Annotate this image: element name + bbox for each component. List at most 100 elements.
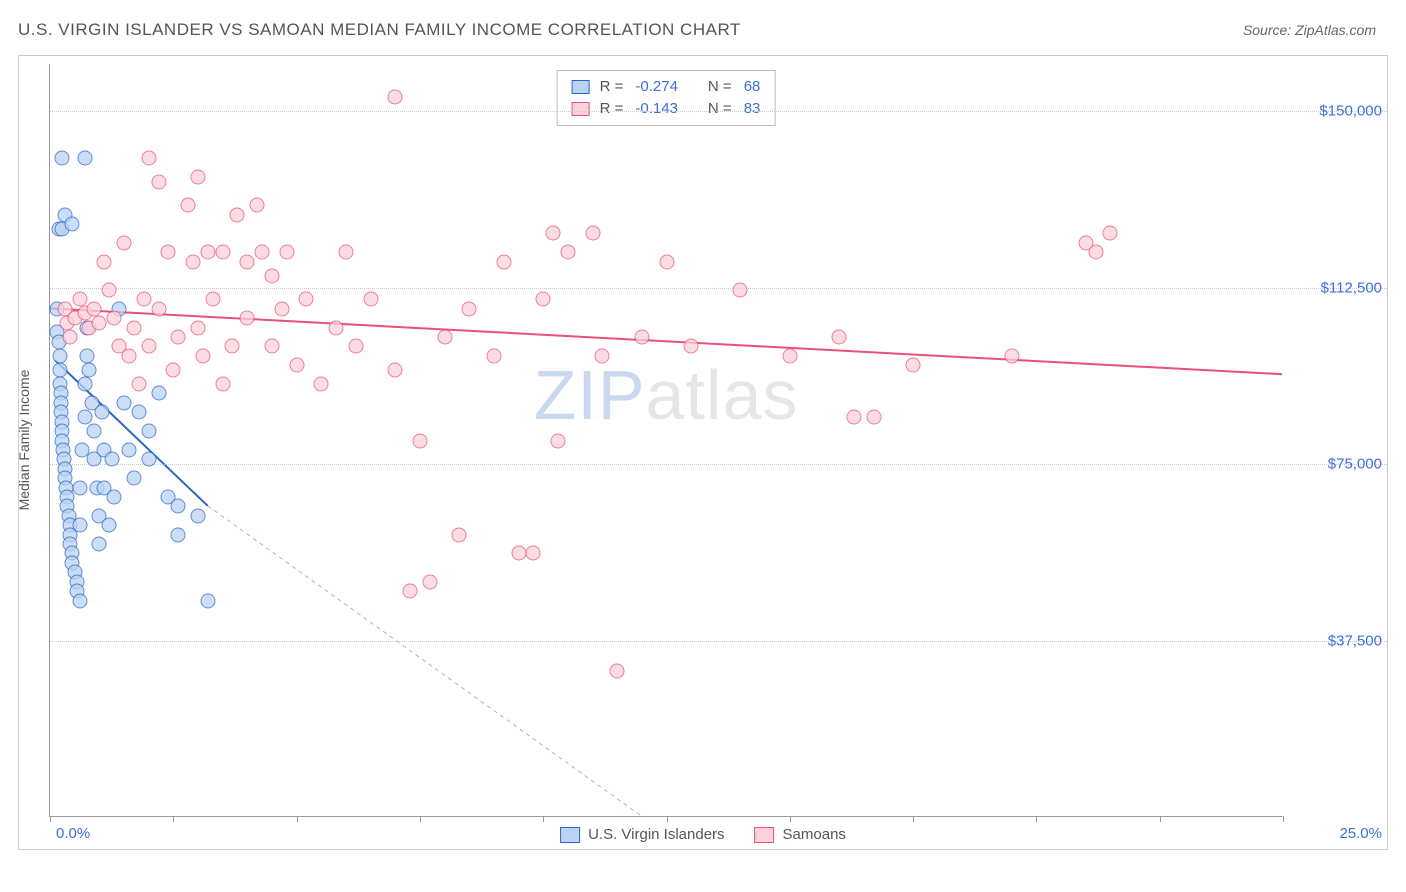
point-samoan (846, 409, 861, 424)
point-samoan (832, 329, 847, 344)
point-samoan (437, 329, 452, 344)
point-samoan (452, 527, 467, 542)
point-samoan (486, 348, 501, 363)
point-samoan (906, 358, 921, 373)
point-samoan (240, 311, 255, 326)
point-samoan (403, 584, 418, 599)
point-virgin (104, 452, 119, 467)
y-tick-label: $150,000 (1292, 103, 1382, 120)
point-virgin (72, 518, 87, 533)
point-virgin (82, 362, 97, 377)
point-virgin (77, 377, 92, 392)
legend-label-samoan: Samoans (783, 826, 846, 843)
chart-title: U.S. VIRGIN ISLANDER VS SAMOAN MEDIAN FA… (18, 20, 741, 40)
legend-series: U.S. Virgin Islanders Samoans (550, 826, 856, 843)
point-samoan (560, 245, 575, 260)
point-samoan (215, 245, 230, 260)
point-samoan (62, 329, 77, 344)
legend-row-virgin: R = -0.274 N = 68 (572, 76, 761, 98)
point-samoan (141, 339, 156, 354)
gridline (50, 464, 1387, 465)
legend-n-value-virgin: 68 (744, 76, 761, 98)
legend-n-label: N = (708, 76, 732, 98)
point-virgin (52, 348, 67, 363)
legend-r-label: R = (600, 76, 624, 98)
point-samoan (92, 315, 107, 330)
point-samoan (136, 292, 151, 307)
point-samoan (1103, 226, 1118, 241)
point-samoan (171, 329, 186, 344)
gridline (50, 111, 1387, 112)
point-samoan (141, 151, 156, 166)
legend-correlation: R = -0.274 N = 68 R = -0.143 N = 83 (557, 70, 776, 126)
point-samoan (412, 433, 427, 448)
point-samoan (151, 174, 166, 189)
point-virgin (65, 217, 80, 232)
point-samoan (585, 226, 600, 241)
point-samoan (314, 377, 329, 392)
point-samoan (526, 546, 541, 561)
legend-row-samoan: R = -0.143 N = 83 (572, 98, 761, 120)
point-virgin (102, 518, 117, 533)
watermark-zip: ZIP (534, 356, 646, 434)
point-virgin (77, 409, 92, 424)
point-virgin (151, 386, 166, 401)
point-samoan (121, 348, 136, 363)
point-samoan (279, 245, 294, 260)
point-samoan (264, 339, 279, 354)
point-samoan (684, 339, 699, 354)
y-tick-label: $37,500 (1292, 632, 1382, 649)
point-samoan (200, 245, 215, 260)
gridline (50, 288, 1387, 289)
point-samoan (87, 301, 102, 316)
legend-r-value-virgin: -0.274 (635, 76, 678, 98)
point-virgin (116, 395, 131, 410)
legend-swatch-samoan (572, 102, 590, 116)
point-samoan (255, 245, 270, 260)
point-samoan (215, 377, 230, 392)
point-samoan (190, 169, 205, 184)
point-samoan (422, 574, 437, 589)
point-virgin (55, 151, 70, 166)
point-samoan (610, 664, 625, 679)
point-virgin (190, 508, 205, 523)
legend-r-label: R = (600, 98, 624, 120)
point-samoan (511, 546, 526, 561)
legend-swatch-samoan (755, 827, 775, 843)
point-samoan (205, 292, 220, 307)
point-samoan (782, 348, 797, 363)
x-tick (1036, 816, 1037, 822)
point-samoan (299, 292, 314, 307)
point-samoan (190, 320, 205, 335)
point-samoan (348, 339, 363, 354)
point-samoan (195, 348, 210, 363)
watermark-atlas: atlas (646, 356, 799, 434)
point-virgin (87, 424, 102, 439)
point-samoan (388, 89, 403, 104)
point-virgin (126, 471, 141, 486)
chart-header: U.S. VIRGIN ISLANDER VS SAMOAN MEDIAN FA… (0, 0, 1406, 50)
point-samoan (659, 254, 674, 269)
x-tick (1283, 816, 1284, 822)
y-tick-label: $75,000 (1292, 456, 1382, 473)
point-virgin (79, 348, 94, 363)
point-samoan (151, 301, 166, 316)
point-virgin (52, 362, 67, 377)
point-samoan (1088, 245, 1103, 260)
x-axis-min: 0.0% (56, 825, 90, 842)
legend-item-samoan: Samoans (755, 826, 846, 843)
point-samoan (166, 362, 181, 377)
point-virgin (107, 489, 122, 504)
point-samoan (102, 282, 117, 297)
point-samoan (634, 329, 649, 344)
point-samoan (329, 320, 344, 335)
point-samoan (496, 254, 511, 269)
point-samoan (181, 198, 196, 213)
point-samoan (462, 301, 477, 316)
point-virgin (72, 480, 87, 495)
trend-lines (50, 64, 1282, 816)
point-virgin (94, 405, 109, 420)
point-virgin (171, 527, 186, 542)
point-virgin (171, 499, 186, 514)
point-samoan (595, 348, 610, 363)
